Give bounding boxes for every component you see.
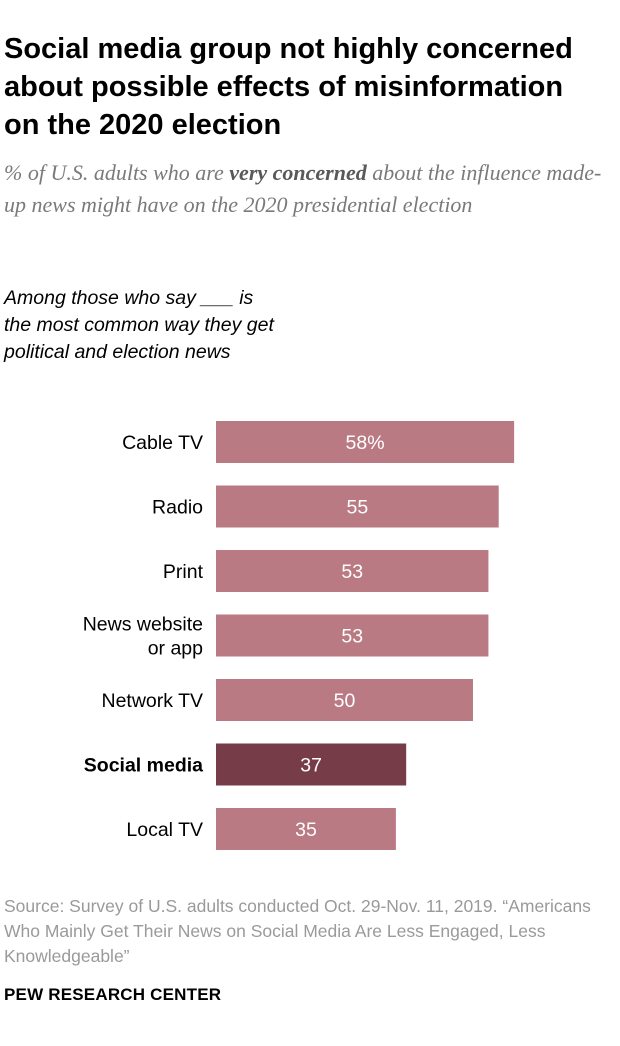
value-label: 50	[334, 690, 356, 712]
value-label: 55	[346, 497, 368, 519]
chart-title: Social media group not highly concerned …	[4, 33, 573, 141]
category-label: Network TV	[102, 690, 204, 712]
subtitle-post: about the influence made-up news might h…	[4, 160, 602, 217]
bar-news-website-or-app	[216, 614, 489, 657]
bar-print	[216, 550, 489, 592]
chart-subtitle: % of U.S. adults who are very concerned …	[4, 157, 604, 221]
bar-network-tv	[216, 679, 473, 721]
value-label: 58%	[346, 432, 385, 454]
category-label: Local TV	[126, 819, 203, 841]
bar-cable-tv	[216, 421, 515, 463]
value-label: 35	[295, 819, 317, 841]
category-label: Print	[163, 561, 204, 583]
bar-social-media	[216, 743, 407, 786]
value-label: 53	[341, 561, 363, 583]
category-label: News website or app	[83, 614, 203, 660]
category-label: Social media	[84, 755, 203, 777]
source-note: Source: Survey of U.S. adults conducted …	[4, 896, 591, 966]
category-label: Cable TV	[122, 432, 203, 454]
value-label: 53	[341, 626, 363, 648]
group-label: Among those who say ___ is the most comm…	[4, 287, 274, 363]
subtitle-emphasis: very concerned	[229, 160, 367, 185]
category-label: Radio	[152, 497, 203, 519]
bar-local-tv	[216, 808, 396, 850]
bar-radio	[216, 485, 499, 528]
value-label: 37	[300, 755, 322, 777]
pew-logo-text: PEW RESEARCH CENTER	[4, 985, 222, 1004]
bar-chart: 58% Cable TV 55 Radio 53 Print 53 News website o…	[83, 421, 515, 850]
subtitle-pre: % of U.S. adults who are	[4, 160, 230, 185]
